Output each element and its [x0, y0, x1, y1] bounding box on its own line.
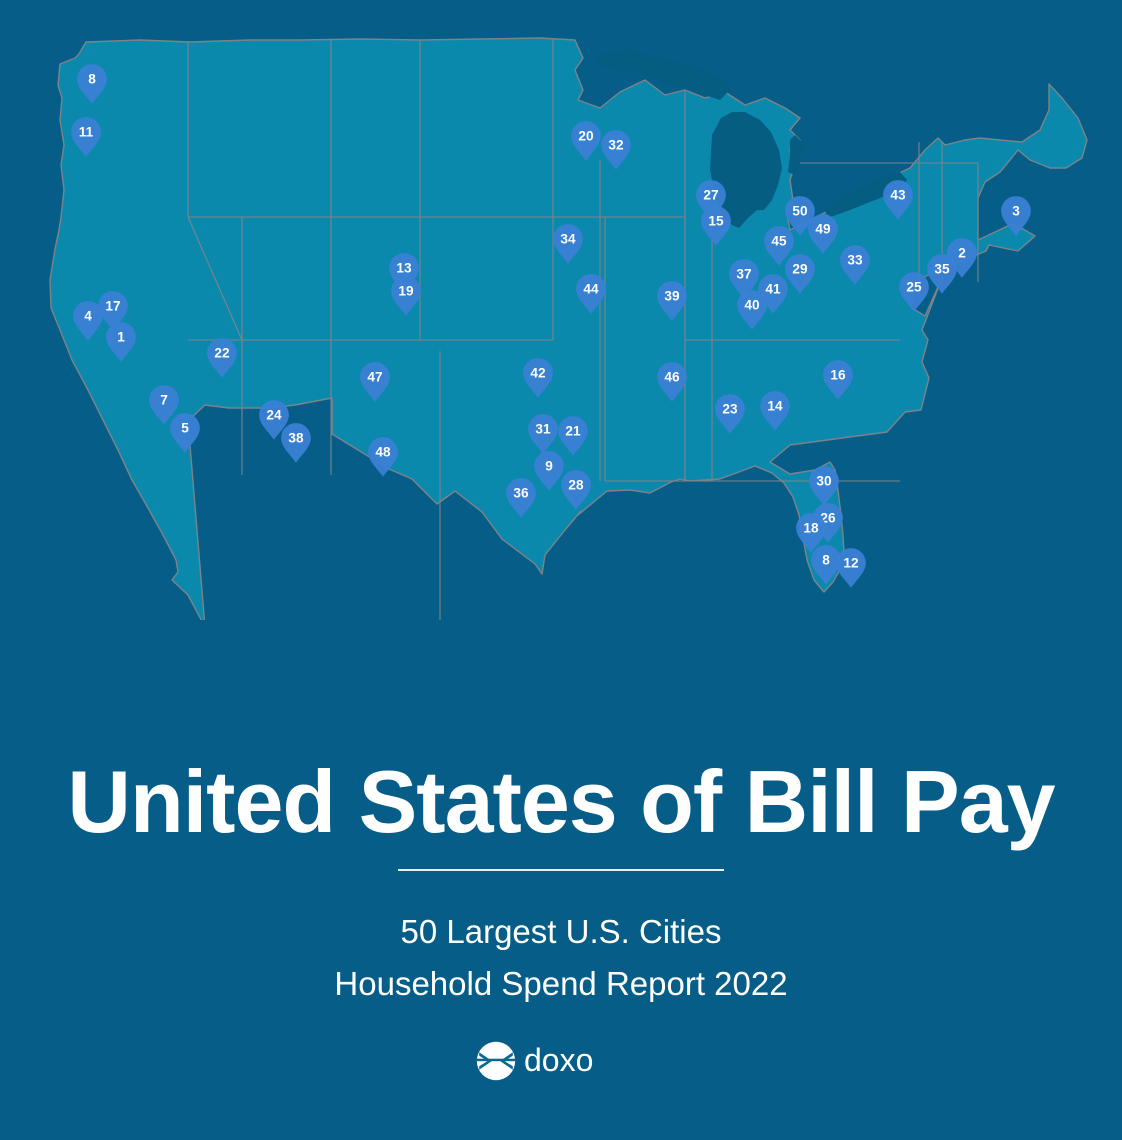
svg-text:19: 19 [398, 283, 414, 298]
svg-text:20: 20 [578, 128, 594, 143]
svg-text:37: 37 [736, 266, 751, 281]
svg-text:7: 7 [160, 392, 168, 407]
svg-text:47: 47 [367, 369, 382, 384]
svg-text:15: 15 [708, 213, 724, 228]
svg-text:23: 23 [722, 401, 738, 416]
svg-text:25: 25 [906, 279, 922, 294]
svg-text:22: 22 [214, 345, 230, 360]
svg-text:21: 21 [565, 423, 581, 438]
svg-text:50: 50 [792, 203, 808, 218]
svg-text:29: 29 [792, 261, 808, 276]
svg-text:36: 36 [513, 485, 529, 500]
svg-text:30: 30 [816, 473, 832, 488]
svg-text:8: 8 [822, 552, 830, 567]
svg-text:43: 43 [890, 187, 906, 202]
svg-text:8: 8 [88, 71, 96, 86]
svg-text:48: 48 [375, 444, 391, 459]
svg-text:41: 41 [765, 281, 781, 296]
svg-text:39: 39 [664, 288, 680, 303]
svg-text:12: 12 [843, 555, 859, 570]
svg-text:38: 38 [288, 430, 304, 445]
svg-text:3: 3 [1012, 203, 1020, 218]
svg-text:16: 16 [830, 367, 846, 382]
svg-text:18: 18 [803, 520, 819, 535]
svg-text:28: 28 [568, 477, 584, 492]
svg-text:32: 32 [608, 137, 624, 152]
svg-text:13: 13 [396, 260, 412, 275]
svg-text:46: 46 [664, 369, 680, 384]
svg-text:2: 2 [958, 245, 966, 260]
svg-text:11: 11 [79, 124, 94, 139]
svg-text:27: 27 [703, 187, 718, 202]
svg-text:14: 14 [767, 398, 783, 413]
svg-text:24: 24 [266, 407, 282, 422]
svg-text:doxo: doxo [524, 1042, 593, 1078]
svg-text:49: 49 [815, 221, 831, 236]
svg-text:40: 40 [744, 297, 760, 312]
svg-text:33: 33 [847, 252, 863, 267]
svg-text:44: 44 [583, 281, 599, 296]
svg-text:31: 31 [535, 421, 551, 436]
svg-text:1: 1 [117, 329, 125, 344]
svg-text:34: 34 [560, 231, 576, 246]
svg-text:35: 35 [934, 261, 950, 276]
svg-text:5: 5 [181, 420, 189, 435]
svg-text:42: 42 [530, 365, 546, 380]
svg-text:4: 4 [84, 308, 92, 323]
svg-text:9: 9 [545, 458, 553, 473]
svg-text:17: 17 [105, 298, 120, 313]
svg-text:45: 45 [771, 233, 787, 248]
